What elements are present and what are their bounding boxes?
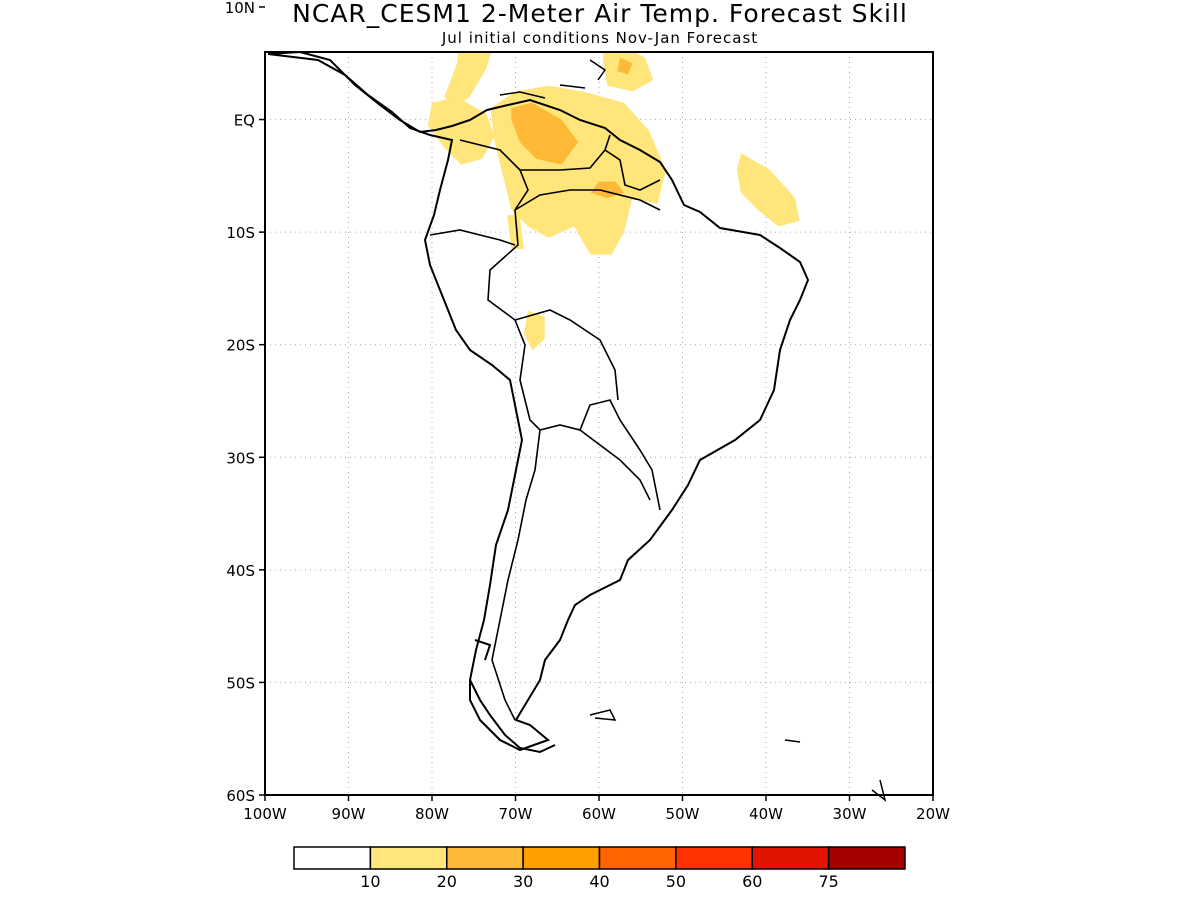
skill-region-venezuela-core	[482, 30, 495, 53]
skill-shading	[427, 0, 800, 351]
colorbar-label: 60	[742, 872, 762, 891]
skill-region-venezuela-north	[503, 0, 549, 52]
colorbar-swatch	[675, 846, 753, 870]
colorbar-label: 30	[513, 872, 533, 891]
lon-tick-label: 100W	[243, 805, 287, 823]
skill-region-colombia-core	[511, 102, 579, 165]
tierra-del-fuego	[469, 639, 556, 754]
skill-region-ecuador	[427, 97, 495, 165]
map-subtitle: Jul initial conditions Nov-Jan Forecast	[441, 29, 759, 47]
lat-tick-label: 60S	[226, 787, 255, 805]
colorbar-label: 20	[437, 872, 457, 891]
colorbar-swatch	[369, 846, 448, 870]
lon-tick-label: 60W	[582, 805, 616, 823]
lat-tick-label: 50S	[226, 674, 255, 692]
skill-region-colombia-west	[444, 52, 492, 109]
lon-tick-label: 90W	[332, 805, 366, 823]
longitude-ticks: 100W 90W 80W 70W 60W 50W 40W 30W 20W	[243, 795, 950, 823]
colorbar-swatch	[751, 846, 830, 870]
colorbar-swatch	[598, 846, 677, 870]
colorbar-label: 75	[818, 872, 838, 891]
lon-tick-label: 20W	[916, 805, 950, 823]
lat-tick-label: EQ	[234, 112, 255, 130]
lat-tick-label: 10S	[226, 224, 255, 242]
lat-tick-label: 30S	[226, 449, 255, 467]
colorbar-label: 50	[666, 872, 686, 891]
colorbar-swatch	[446, 846, 524, 870]
latitude-ticks: 10N EQ 10S 20S 30S 40S 50S 60S	[225, 0, 265, 805]
south-america-coastline	[267, 50, 810, 752]
colorbar-swatch	[522, 846, 601, 870]
lon-tick-label: 70W	[499, 805, 533, 823]
lon-tick-label: 50W	[666, 805, 700, 823]
lat-tick-label: 20S	[226, 337, 255, 355]
colorbar: 10 20 30 40 50 60 75	[293, 846, 906, 891]
lon-tick-label: 80W	[415, 805, 449, 823]
colorbar-swatch	[293, 846, 372, 870]
colorbar-label: 40	[589, 872, 609, 891]
lon-tick-label: 40W	[749, 805, 783, 823]
colorbar-label: 10	[360, 872, 380, 891]
skill-region-ne-brazil	[736, 153, 800, 227]
lat-tick-label: 40S	[226, 562, 255, 580]
skill-region-peru-patch	[507, 215, 524, 249]
caribbean-islands	[499, 59, 887, 802]
country-borders	[429, 134, 661, 721]
skill-region-guiana-core	[617, 57, 633, 75]
colorbar-swatch	[827, 846, 906, 870]
lon-tick-label: 30W	[833, 805, 867, 823]
lat-tick-label: 10N	[225, 0, 255, 17]
coastlines	[267, 50, 887, 802]
map-title: NCAR_CESM1 2-Meter Air Temp. Forecast Sk…	[292, 0, 908, 28]
skill-region-bolivia-patch	[523, 310, 545, 351]
